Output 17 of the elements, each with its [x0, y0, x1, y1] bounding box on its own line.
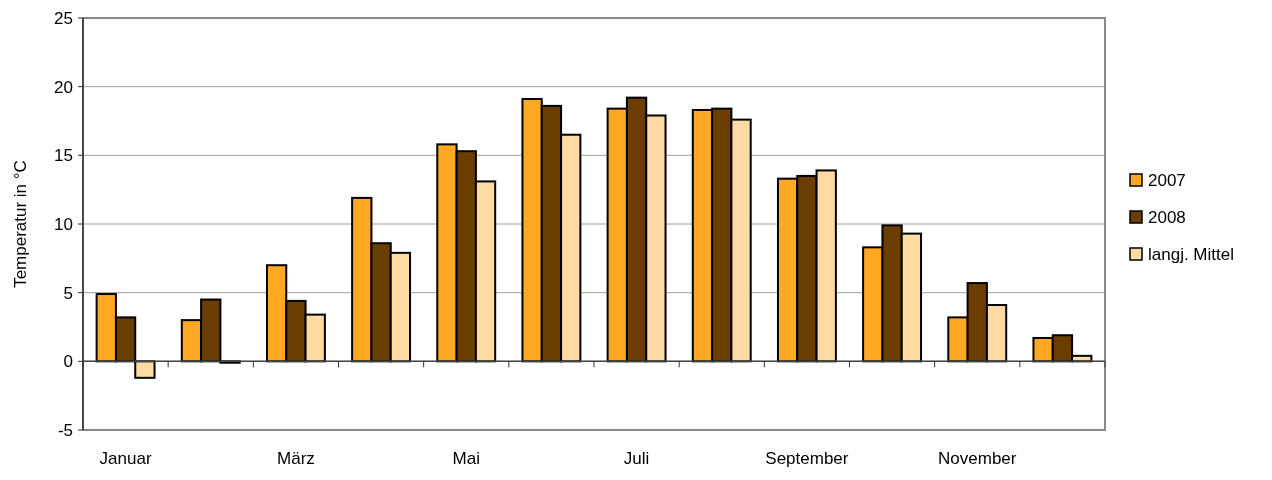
y-tick-label: 5 [63, 283, 73, 303]
x-tick-label: Juli [623, 449, 650, 468]
y-tick-label: 0 [63, 352, 73, 372]
x-tick-label: November [938, 449, 1017, 468]
y-tick-label: 20 [54, 77, 73, 97]
y-tick-label: -5 [57, 420, 73, 440]
x-tick-label: September [765, 449, 849, 468]
legend-label: langj. Mittel [1148, 244, 1234, 264]
y-tick-label: 10 [54, 214, 73, 234]
legend-label: 2008 [1148, 207, 1186, 227]
x-tick-label: Mai [452, 449, 480, 468]
legend-label: 2007 [1148, 170, 1186, 190]
y-tick-label: 25 [54, 8, 73, 28]
y-tick-label: 15 [54, 146, 73, 166]
x-tick-label: Januar [99, 449, 152, 468]
y-axis-title: Temperatur in °C [11, 160, 30, 288]
x-tick-label: März [277, 449, 315, 468]
